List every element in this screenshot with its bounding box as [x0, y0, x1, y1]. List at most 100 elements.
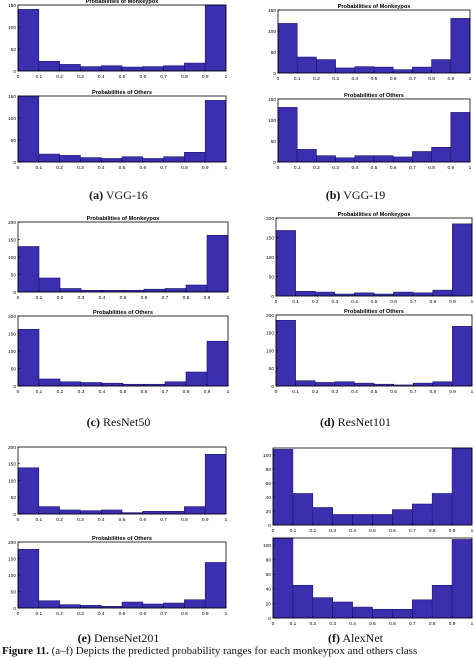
x-tick-label: 0.2 — [56, 165, 63, 171]
y-tick-label: 200 — [266, 216, 274, 222]
histogram-svg: 0 0.1 0.2 0.3 0.4 0.5 0.6 0.7 0.8 0.9 1 0 50 100 150 Pr… — [8, 90, 228, 171]
x-tick-label: 0.3 — [329, 528, 336, 534]
histogram-bar — [392, 608, 413, 619]
x-tick-label: 0.6 — [139, 165, 146, 171]
x-tick-label: 0.6 — [139, 74, 146, 80]
histogram-bar — [38, 600, 60, 609]
caption-letter: (c) — [86, 415, 100, 429]
y-tick-label: 150 — [8, 331, 16, 337]
x-tick-label: 0.2 — [57, 295, 64, 301]
histogram-bar — [393, 291, 414, 297]
x-tick-label: 1 — [471, 528, 474, 534]
histogram-bar — [17, 329, 40, 387]
x-tick-label: 0.8 — [429, 299, 436, 305]
x-tick-label: 0.4 — [351, 165, 358, 171]
axes-frame — [17, 446, 227, 515]
chart-title: Probabilities of Monkeypox — [86, 0, 160, 5]
histogram-bar — [184, 62, 206, 72]
chart-panel: 0 0.1 0.2 0.3 0.4 0.5 0.6 0.7 0.8 0.9 1 0 50 100 150 Pr… — [268, 4, 472, 82]
chart-panel: 0 0.1 0.2 0.3 0.4 0.5 0.6 0.7 0.8 0.9 1 0 20 40 60 80 10… — [263, 447, 474, 534]
histogram-bar — [184, 152, 206, 163]
y-tick-label: 100 — [268, 118, 276, 124]
x-tick-label: 0.1 — [35, 165, 42, 171]
histogram-bar — [373, 66, 394, 74]
x-tick-label: 0.3 — [77, 74, 84, 80]
x-tick-label: 0.3 — [329, 621, 336, 627]
histogram-bar — [296, 56, 317, 74]
x-tick-label: 0.8 — [183, 389, 190, 395]
x-tick-label: 0.2 — [56, 517, 63, 523]
figure-label: Figure 11. — [2, 645, 49, 657]
x-tick-label: 0.7 — [410, 299, 417, 305]
histogram-bar — [185, 284, 208, 293]
x-tick-label: 0.9 — [204, 295, 211, 301]
histogram-bar — [142, 158, 164, 163]
histogram-bar — [164, 288, 187, 293]
x-tick-label: 0 — [17, 611, 20, 617]
x-tick-label: 0.9 — [204, 389, 211, 395]
histogram-bar — [296, 149, 317, 163]
x-tick-label: 0 — [17, 295, 20, 301]
x-tick-label: 0.5 — [369, 528, 376, 534]
x-tick-label: 0.5 — [119, 611, 126, 617]
caption-name: ResNet50 — [103, 415, 151, 429]
histogram-bar — [451, 539, 473, 619]
chart-title: Probabilities of Monkeypox — [87, 216, 161, 222]
x-tick-label: 0.4 — [351, 389, 358, 395]
x-tick-label: 0.2 — [312, 299, 319, 305]
histogram-bar — [412, 151, 432, 163]
caption-alexnet: (f) AlexNet — [237, 631, 474, 646]
chart-panel: 0 0.1 0.2 0.3 0.4 0.5 0.6 0.7 0.8 0.9 1 0 50 100 150 Pr… — [8, 0, 228, 80]
histogram-bar — [163, 65, 185, 72]
x-tick-label: 0.2 — [313, 76, 320, 82]
histogram-bar — [38, 506, 60, 515]
x-tick-label: 0.8 — [428, 76, 435, 82]
histogram-bar — [100, 158, 123, 163]
x-tick-label: 0.6 — [390, 76, 397, 82]
histogram-bar — [392, 156, 413, 163]
x-tick-label: 0.7 — [409, 528, 416, 534]
histogram-bar — [80, 66, 102, 72]
histogram-bar — [372, 608, 393, 619]
x-tick-label: 0.1 — [35, 517, 42, 523]
chart-panel: 0 0.1 0.2 0.3 0.4 0.5 0.6 0.7 0.8 0.9 1 0 50 100 150 20… — [8, 310, 230, 395]
x-tick-label: 0.2 — [309, 621, 316, 627]
x-tick-label: 0.3 — [78, 295, 85, 301]
x-tick-label: 0.2 — [312, 389, 319, 395]
y-tick-label: 50 — [11, 589, 17, 595]
y-tick-label: 50 — [271, 139, 277, 145]
figure-caption-text: (a–f) Depicts the predicted probability … — [51, 645, 418, 657]
x-tick-label: 0.6 — [141, 389, 148, 395]
histogram-svg: 0 0.1 0.2 0.3 0.4 0.5 0.6 0.7 0.8 0.9 1 0 50 100 150 Pr… — [268, 93, 472, 171]
y-tick-label: 60 — [266, 481, 272, 487]
x-tick-label: 0.1 — [36, 295, 43, 301]
histogram-bar — [100, 65, 123, 72]
histogram-bar — [354, 66, 375, 74]
x-tick-label: 0.1 — [294, 165, 301, 171]
caption-resnet50: (c) ResNet50 — [0, 415, 237, 430]
x-tick-label: 0.5 — [371, 165, 378, 171]
histogram-svg: 0 0.1 0.2 0.3 0.4 0.5 0.6 0.7 0.8 0.9 1 0 50 100 150 20… — [266, 212, 474, 305]
histogram-bar — [38, 378, 61, 387]
y-tick-label: 0 — [273, 160, 276, 166]
histogram-svg: 0 0.1 0.2 0.3 0.4 0.5 0.6 0.7 0.8 0.9 1 0 50 100 150 20… — [266, 309, 474, 395]
x-tick-label: 0.9 — [447, 165, 454, 171]
histogram-bar — [431, 59, 452, 74]
y-tick-label: 80 — [266, 467, 272, 473]
x-tick-label: 0 — [275, 299, 278, 305]
x-tick-label: 0.8 — [429, 528, 436, 534]
histogram-bar — [142, 603, 164, 609]
x-tick-label: 0.3 — [77, 611, 84, 617]
x-tick-label: 0.6 — [390, 389, 397, 395]
histogram-bar — [17, 95, 40, 163]
histogram-bar — [277, 107, 298, 163]
histogram-bar — [332, 601, 353, 619]
x-tick-label: 0.8 — [183, 295, 190, 301]
x-tick-label: 0 — [275, 389, 278, 395]
x-tick-label: 0.7 — [409, 621, 416, 627]
x-tick-label: 1 — [225, 74, 228, 80]
caption-vgg19: (b) VGG-19 — [237, 188, 474, 203]
x-tick-label: 1 — [227, 389, 230, 395]
x-tick-label: 0.4 — [98, 74, 105, 80]
histogram-bar — [295, 291, 316, 297]
